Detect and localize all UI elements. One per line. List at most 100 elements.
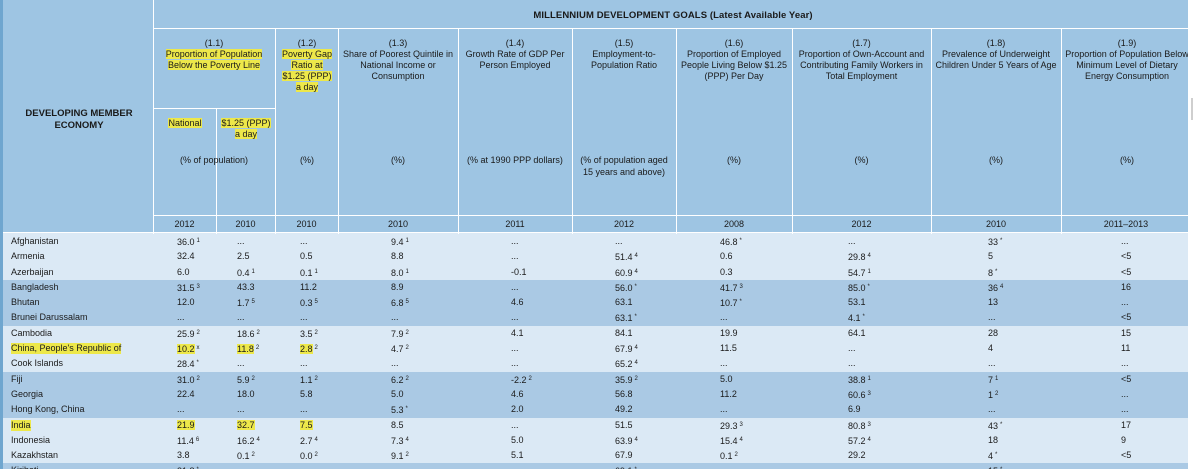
value-cell: 9.4 1 xyxy=(391,237,409,247)
unit-1-2: (%) xyxy=(300,155,314,165)
unit-1-9: (%) xyxy=(1120,155,1134,165)
value-cell: 8.9 xyxy=(391,281,404,292)
footnote-marker: 1 xyxy=(405,268,409,275)
economy-name: Afghanistan xyxy=(11,236,59,246)
footnote-marker: * xyxy=(1000,467,1002,469)
value-cell: 17 xyxy=(1121,419,1132,430)
indicator-1-9-header: (1.9) Proportion of Population Below Mini… xyxy=(1065,38,1188,81)
value-cell: 38.8 1 xyxy=(848,374,871,385)
value-cell: 10.7 * xyxy=(720,298,742,309)
indicator-1-6-header: (1.6) Proportion of Employed People Livin… xyxy=(680,38,788,81)
footnote-marker: 2 xyxy=(314,345,318,352)
value-cell: ... xyxy=(177,312,185,323)
footnote-marker: * xyxy=(634,283,637,290)
value-cell: <5 xyxy=(1121,251,1132,262)
value-cell: ... xyxy=(988,312,996,323)
table-row: China, People's Republic of 10.2 x 11.8 2 2.8… xyxy=(3,341,1188,357)
table-row: India 21.9 32.7 7.5 8.5... 51.5 29.3 3 80.8 3 43 * 1… xyxy=(3,417,1188,433)
table-row: Brunei Darussalam............... 63.1 *...… xyxy=(3,310,1188,326)
table-header xyxy=(3,0,1188,232)
value-cell: 4.7 2 xyxy=(391,344,409,355)
footnote-marker: 5 xyxy=(251,299,255,306)
value-cell: ... xyxy=(237,312,245,323)
value-cell: 4.6 xyxy=(511,388,524,399)
footnote-marker: 4 xyxy=(634,253,638,260)
footnote-marker: * xyxy=(995,452,998,459)
indicator-1-5-header: (1.5) Employment-to-Population Ratio xyxy=(590,38,658,70)
footnote-marker: 1 xyxy=(867,268,871,275)
value-cell: 5.8 xyxy=(300,388,313,399)
footnote-marker: 2 xyxy=(314,329,318,336)
value-cell: 0.6 xyxy=(720,251,733,262)
footnote-marker: * xyxy=(634,314,637,321)
unit-1-5: (% of population aged 15 years and above… xyxy=(580,155,668,177)
value-cell: ... xyxy=(300,236,308,246)
value-cell: ... xyxy=(615,236,623,246)
economy-name: Bhutan xyxy=(11,297,40,308)
indicator-1-4-header: (1.4) Growth Rate of GDP Per Person Emplo… xyxy=(465,38,565,70)
value-cell: 29.2 xyxy=(848,450,866,461)
value-cell: ... xyxy=(720,404,728,415)
value-cell: 2.0 xyxy=(511,404,524,415)
footnote-marker: 2 xyxy=(528,375,532,382)
value-cell: 28.4 * xyxy=(177,359,199,370)
footnote-marker: 2 xyxy=(405,345,409,352)
scrollbar-thumb[interactable] xyxy=(1191,98,1193,120)
value-cell: 29.8 4 xyxy=(848,252,871,263)
value-cell: 0.1 1 xyxy=(300,267,318,278)
value-cell: 85.0 * xyxy=(848,282,870,293)
value-cell: 11.8 2 xyxy=(237,344,260,355)
subheader-ppp: $1.25 (PPP) a day xyxy=(221,118,271,139)
economy-name: Cook Islands xyxy=(11,358,64,369)
value-cell: 63.1 xyxy=(615,297,633,308)
value-cell: ... xyxy=(1121,358,1129,369)
year-1-9: 2011–2013 xyxy=(1103,219,1149,229)
economy-name: Cambodia xyxy=(11,327,53,338)
unit-1-3: (%) xyxy=(391,155,405,165)
value-cell: 51.5 xyxy=(615,419,633,430)
value-cell: ... xyxy=(237,236,245,246)
value-cell: ... xyxy=(391,465,399,469)
footnote-marker: 1 xyxy=(867,375,871,382)
value-cell: 11.2 xyxy=(720,388,737,399)
footnote-marker: 5 xyxy=(314,299,318,306)
table-body: Afghanistan 36.0 1...... 9.4 1...... 46.8 *...… xyxy=(3,234,1188,469)
footnote-marker: 2 xyxy=(196,329,200,336)
value-cell: 67.9 xyxy=(615,450,633,461)
scrollbar-track[interactable] xyxy=(1188,0,1197,469)
economy-name: Kiribati xyxy=(11,465,39,469)
economy-name: Georgia xyxy=(11,388,44,399)
table-row: Bangladesh 31.5 3 43.3 11.2 8.9... 56.0 * 41.7 3 8… xyxy=(3,279,1188,296)
value-cell: 5.1 xyxy=(511,450,524,461)
value-cell: 32.4 xyxy=(177,251,195,262)
value-cell: 67.9 4 xyxy=(615,344,638,355)
footnote-marker: 2 xyxy=(405,329,409,336)
value-cell: ... xyxy=(848,343,856,354)
economy-name: Azerbaijan xyxy=(11,266,54,277)
more-icon[interactable]: ⋮ xyxy=(1194,112,1197,120)
footnote-marker: 1 xyxy=(995,375,999,382)
value-cell: 5.0 xyxy=(391,388,404,399)
value-cell: ... xyxy=(720,465,728,469)
footnote-marker: 2 xyxy=(251,375,255,382)
value-cell: ... xyxy=(511,343,519,354)
value-cell: 9 xyxy=(1121,434,1127,445)
footnote-marker: * xyxy=(867,283,870,290)
value-cell: 7.5 xyxy=(300,419,313,430)
value-cell: ... xyxy=(511,358,519,369)
table-row: Bhutan 12.0 1.7 5 0.3 5 6.8 5 4.6 63.1 10.7 * 53.1 13… xyxy=(3,295,1188,311)
footnote-marker: 2 xyxy=(314,375,318,382)
value-cell: <5 xyxy=(1121,312,1132,323)
economy-name: Hong Kong, China xyxy=(11,404,85,415)
value-cell: 21.9 xyxy=(177,419,195,430)
value-cell: -2.2 2 xyxy=(511,374,532,385)
value-cell: 69.1* xyxy=(615,465,637,469)
economy-name: Kazakhstan xyxy=(11,450,59,461)
indicator-1-8-header: (1.8) Prevalence of Underweight Children … xyxy=(935,38,1057,70)
footnote-marker: 2 xyxy=(405,375,409,382)
value-cell: <5 xyxy=(1121,373,1132,384)
value-cell: ... xyxy=(1121,297,1129,308)
unit-1-7: (%) xyxy=(854,155,869,165)
